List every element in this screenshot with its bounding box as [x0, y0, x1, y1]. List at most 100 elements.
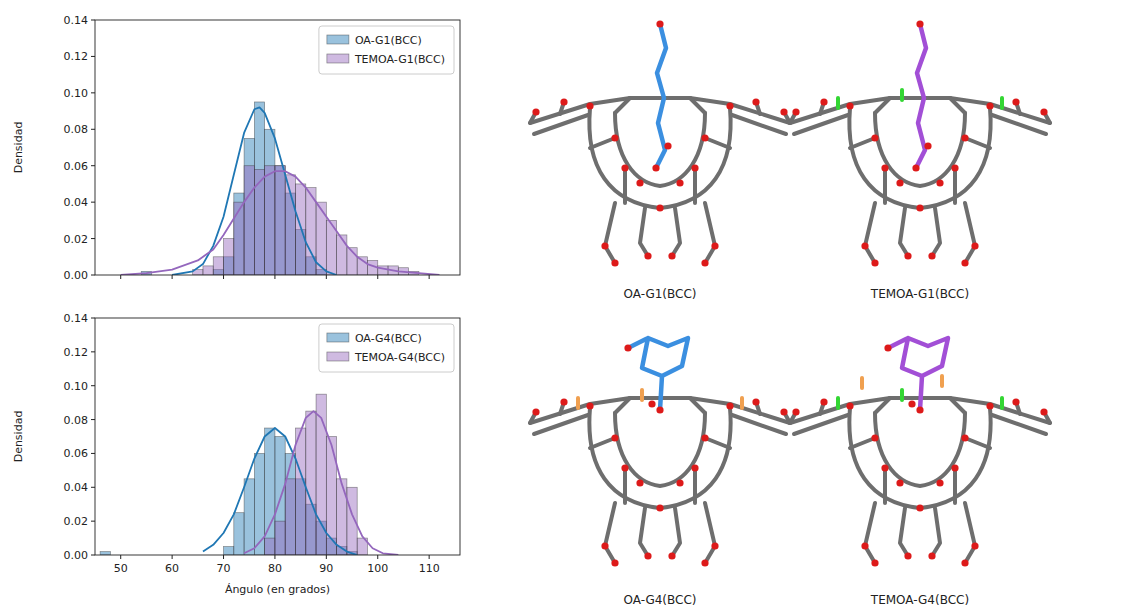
y-tick [91, 202, 95, 203]
histogram-bar [337, 235, 347, 275]
y-tick-label: 0.02 [64, 233, 89, 246]
oxygen [701, 134, 708, 141]
y-tick [91, 487, 95, 488]
bond [865, 203, 875, 263]
histogram-bar [285, 479, 295, 555]
histogram-bar [224, 547, 234, 555]
guest-oxygen [652, 164, 659, 171]
bond [623, 168, 627, 203]
bond [693, 168, 697, 203]
y-tick-label: 0.02 [64, 515, 89, 528]
structure-caption: OA-G1(BCC) [623, 287, 696, 301]
bond [615, 413, 705, 486]
bond [794, 115, 848, 134]
oxygen [691, 164, 698, 171]
oxygen [711, 242, 718, 249]
histogram-bar [265, 538, 275, 555]
histogram-bar [275, 166, 285, 275]
x-tick [377, 555, 378, 559]
legend-swatch [327, 54, 349, 63]
oxygen [676, 179, 683, 186]
guest-oxygen [884, 344, 891, 351]
bond [890, 96, 950, 100]
oxygen [752, 98, 759, 105]
oxygen [971, 542, 978, 549]
oxygen [636, 479, 643, 486]
oxygen [586, 402, 593, 409]
y-tick-label: 0.04 [64, 196, 89, 209]
oxygen [1012, 98, 1019, 105]
substituent [576, 398, 580, 408]
oxygen [611, 259, 618, 266]
kde-curve [244, 411, 398, 555]
oxygen [792, 408, 799, 415]
y-tick-label: 0.08 [64, 414, 89, 427]
bond [705, 438, 730, 448]
bond [590, 438, 615, 448]
oxygen [881, 164, 888, 171]
guest-oxygen [916, 20, 923, 27]
bond [732, 415, 786, 434]
guest-oxygen [624, 344, 631, 351]
oxygen [896, 179, 903, 186]
histogram-bar [275, 437, 285, 556]
substituent [740, 398, 744, 408]
x-tick [223, 555, 224, 559]
x-tick-label: 70 [217, 562, 231, 575]
oxygen [871, 434, 878, 441]
guest [888, 338, 948, 410]
bond [965, 203, 975, 263]
legend: OA-G1(BCC)TEMOA-G1(BCC) [319, 26, 454, 74]
oxygen [780, 408, 787, 415]
oxygen [726, 402, 733, 409]
plot-background [95, 318, 460, 555]
substituent [836, 98, 840, 108]
substituent [940, 376, 944, 386]
bond [850, 138, 875, 148]
oxygen [636, 179, 643, 186]
oxygen [621, 464, 628, 471]
oxygen [656, 504, 663, 511]
oxygen [586, 102, 593, 109]
bond [965, 503, 975, 563]
bond [623, 468, 627, 503]
y-tick-label: 0.14 [64, 312, 89, 325]
bond [640, 508, 648, 556]
oxygen [601, 542, 608, 549]
oxygen [846, 402, 853, 409]
histogram-bar [337, 479, 347, 555]
structure-caption: TEMOA-G1(BCC) [870, 287, 969, 301]
bond [950, 98, 965, 113]
oxygen [560, 398, 567, 405]
x-tick [377, 275, 378, 279]
oxygen [871, 259, 878, 266]
bond [875, 98, 890, 113]
oxygen [928, 552, 935, 559]
oxygen [861, 542, 868, 549]
y-tick [91, 56, 95, 57]
substituent [860, 378, 864, 388]
structure [790, 338, 1050, 567]
bond [850, 438, 875, 448]
oxygen [961, 259, 968, 266]
histogram-bar [203, 266, 213, 275]
x-tick [326, 275, 327, 279]
structure [530, 338, 790, 567]
histogram-bar [244, 138, 254, 275]
histogram-bar [244, 479, 254, 555]
y-tick-label: 0.10 [64, 380, 89, 393]
x-tick-label: 110 [419, 562, 440, 575]
y-tick [91, 92, 95, 93]
y-tick-label: 0.14 [64, 14, 89, 27]
x-tick-label: 50 [114, 562, 128, 575]
bond [992, 415, 1046, 434]
bond [932, 208, 940, 256]
substituent [1000, 398, 1004, 408]
bond [615, 98, 630, 113]
oxygen [656, 204, 663, 211]
bond [534, 115, 588, 134]
oxygen [601, 242, 608, 249]
substituent [836, 398, 840, 408]
y-tick [91, 419, 95, 420]
oxygen [986, 402, 993, 409]
